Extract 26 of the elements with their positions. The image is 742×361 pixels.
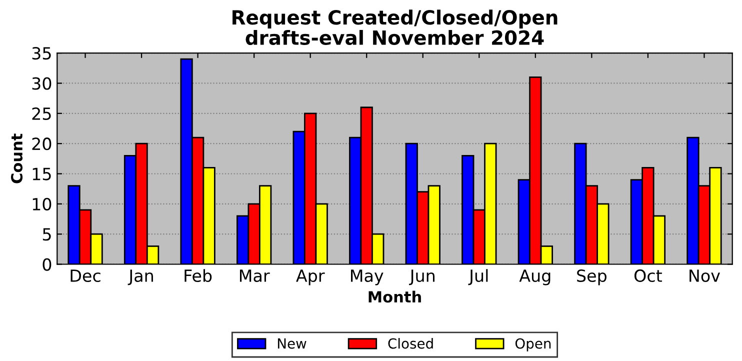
y-tick-label: 30 — [32, 77, 52, 90]
y-tick-label: 35 — [32, 47, 51, 60]
y-tick-label: 10 — [32, 198, 52, 210]
y-tick-label: 25 — [32, 107, 51, 120]
x-tick-label: Apr — [296, 270, 325, 286]
x-tick-label: May — [351, 270, 384, 286]
legend-label: New — [278, 338, 306, 349]
legend-label: Closed — [388, 338, 433, 349]
x-tick-label: Dec — [70, 270, 100, 282]
y-tick-label: 0 — [42, 258, 52, 271]
x-tick-label: Jul — [468, 269, 488, 286]
x-tick-label: Jun — [408, 270, 434, 286]
x-tick-label: Sep — [577, 269, 606, 286]
y-tick-label: 20 — [32, 138, 52, 150]
x-tick-label: Aug — [519, 270, 550, 286]
y-tick-label: 15 — [32, 168, 51, 180]
x-tick-label: Feb — [184, 269, 212, 282]
x-tick-label: Oct — [634, 269, 662, 282]
y-tick-label: 5 — [42, 228, 51, 241]
y-axis-title: Count — [10, 134, 23, 184]
x-tick-label: Jan — [128, 270, 153, 286]
x-tick-label: Mar — [240, 270, 270, 282]
legend-label: Open — [515, 338, 551, 352]
chart-title: Request Created/Closed/Open drafts-eval November 2024 — [232, 10, 558, 46]
x-axis-title: Month — [368, 290, 421, 303]
x-tick-label: Nov — [690, 270, 720, 282]
